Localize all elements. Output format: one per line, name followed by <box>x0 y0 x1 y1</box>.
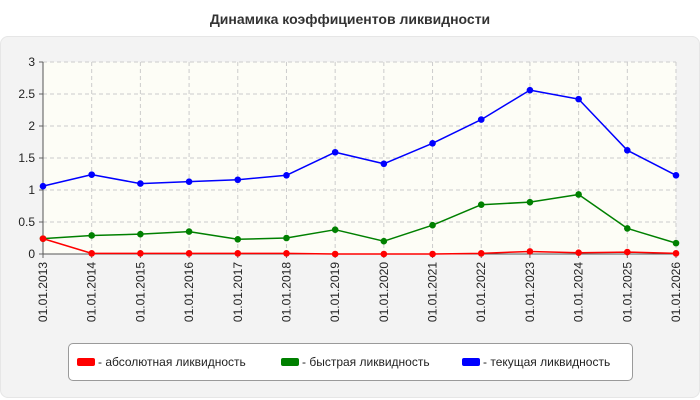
legend-label-quick: - быстрая ликвидность <box>302 355 430 369</box>
legend-item-quick: - быстрая ликвидность <box>281 344 430 380</box>
x-tick-label: 01.01.2021 <box>426 262 440 322</box>
x-tick-label: 01.01.2023 <box>523 262 537 322</box>
legend-swatch-absolute <box>77 358 95 366</box>
x-tick-label: 01.01.2015 <box>133 262 147 322</box>
data-point-2 <box>477 116 485 123</box>
data-point-0 <box>137 250 144 257</box>
x-tick-label: 01.01.2025 <box>620 262 634 322</box>
y-tick-label: 3 <box>28 55 35 69</box>
data-point-0 <box>283 250 290 257</box>
data-point-0 <box>331 250 339 258</box>
data-point-1 <box>185 228 193 235</box>
y-tick-label: 2 <box>28 119 35 133</box>
legend-swatch-current <box>462 358 480 366</box>
data-point-0 <box>429 250 436 258</box>
data-point-2 <box>672 171 680 179</box>
data-point-2 <box>39 182 47 190</box>
data-point-1 <box>429 221 436 229</box>
data-point-0 <box>380 250 388 258</box>
data-point-1 <box>575 191 582 198</box>
data-point-1 <box>672 239 680 247</box>
x-tick-label: 01.01.2013 <box>36 262 50 322</box>
data-point-0 <box>624 248 631 256</box>
data-point-2 <box>526 86 534 94</box>
data-point-1 <box>477 201 485 209</box>
x-tick-label: 01.01.2022 <box>474 262 488 322</box>
data-point-1 <box>137 230 144 238</box>
series-line-0 <box>42 237 677 255</box>
series-line-1 <box>42 193 677 244</box>
x-tick-label: 01.01.2017 <box>231 262 245 322</box>
data-point-1 <box>234 235 242 243</box>
y-tick-label: 1.5 <box>18 151 35 165</box>
data-point-2 <box>380 160 388 168</box>
y-tick-label: 2.5 <box>18 87 35 101</box>
data-point-0 <box>575 249 582 257</box>
y-tick-label: 0 <box>28 247 35 261</box>
x-tick-label: 01.01.2019 <box>328 262 342 322</box>
x-tick-label: 01.01.2026 <box>669 262 683 322</box>
data-point-2 <box>575 95 582 103</box>
data-point-2 <box>137 180 144 187</box>
data-point-1 <box>283 234 290 242</box>
data-point-2 <box>624 147 631 154</box>
data-point-1 <box>380 237 388 245</box>
chart-legend: - абсолютная ликвидность - быстрая ликви… <box>68 343 633 381</box>
legend-label-absolute: - абсолютная ликвидность <box>98 355 246 369</box>
data-point-2 <box>88 171 95 178</box>
data-point-1 <box>624 225 631 232</box>
data-point-0 <box>88 250 95 257</box>
data-point-0 <box>39 235 47 242</box>
data-point-2 <box>283 171 290 179</box>
x-tick-label: 01.01.2024 <box>572 262 586 322</box>
legend-item-absolute: - абсолютная ликвидность <box>77 344 246 380</box>
chart-title: Динамика коэффициентов ликвидности <box>209 11 491 27</box>
legend-item-current: - текущая ликвидность <box>462 344 610 380</box>
series-line-2 <box>42 89 677 187</box>
data-point-0 <box>477 250 485 257</box>
data-point-1 <box>331 226 339 233</box>
data-point-1 <box>88 232 95 239</box>
data-point-2 <box>234 176 242 184</box>
x-tick-label: 01.01.2014 <box>85 262 99 322</box>
legend-swatch-quick <box>281 358 299 366</box>
data-point-2 <box>185 178 193 185</box>
data-point-0 <box>185 250 193 257</box>
legend-label-current: - текущая ликвидность <box>483 355 611 369</box>
x-tick-label: 01.01.2020 <box>377 262 391 322</box>
y-tick-label: 1 <box>28 183 35 197</box>
data-point-2 <box>429 139 436 147</box>
data-point-1 <box>526 198 534 206</box>
data-point-0 <box>672 250 680 257</box>
data-point-2 <box>331 148 339 156</box>
x-tick-label: 01.01.2016 <box>182 262 196 322</box>
y-tick-label: 0.5 <box>18 215 35 229</box>
data-point-0 <box>526 248 534 255</box>
x-tick-label: 01.01.2018 <box>279 262 293 322</box>
data-point-0 <box>234 250 242 257</box>
